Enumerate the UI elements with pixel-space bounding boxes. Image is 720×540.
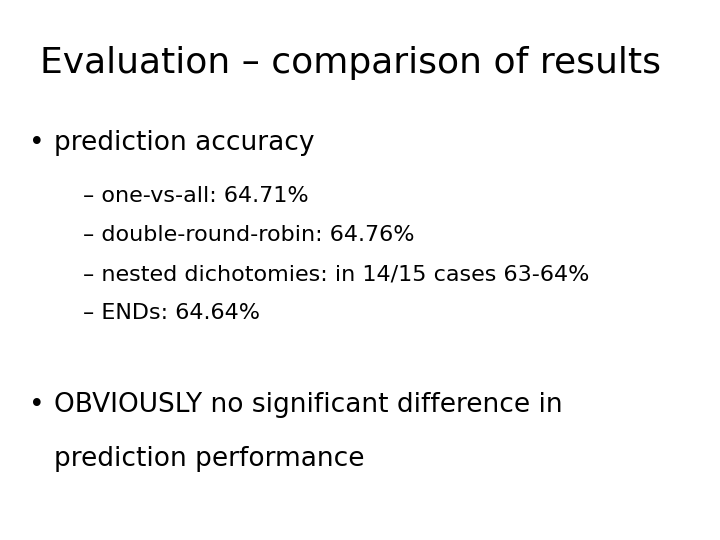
Text: prediction accuracy: prediction accuracy — [54, 130, 315, 156]
Text: – nested dichotomies: in 14/15 cases 63-64%: – nested dichotomies: in 14/15 cases 63-… — [83, 264, 589, 284]
Text: •: • — [29, 392, 45, 417]
Text: – one-vs-all: 64.71%: – one-vs-all: 64.71% — [83, 186, 308, 206]
Text: Evaluation – comparison of results: Evaluation – comparison of results — [40, 46, 661, 80]
Text: – double-round-robin: 64.76%: – double-round-robin: 64.76% — [83, 225, 414, 245]
Text: – ENDs: 64.64%: – ENDs: 64.64% — [83, 303, 260, 323]
Text: •: • — [29, 130, 45, 156]
Text: prediction performance: prediction performance — [54, 446, 364, 471]
Text: OBVIOUSLY no significant difference in: OBVIOUSLY no significant difference in — [54, 392, 562, 417]
